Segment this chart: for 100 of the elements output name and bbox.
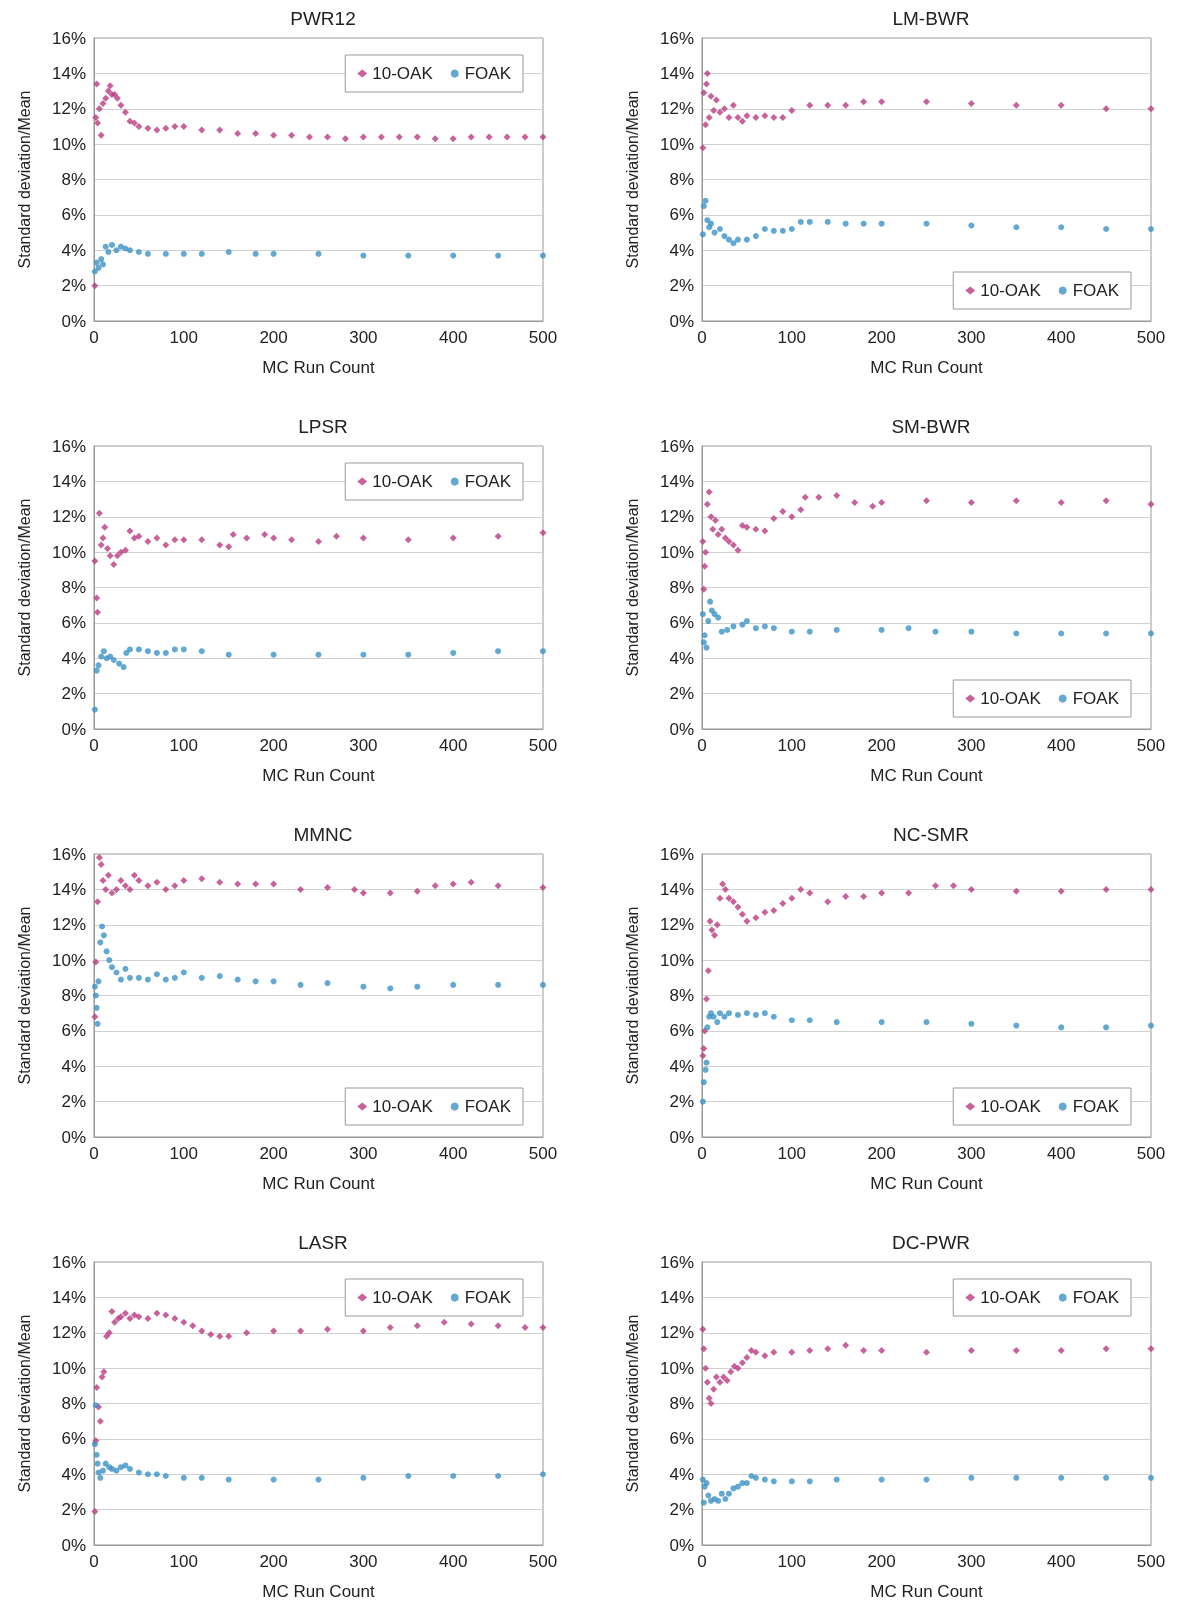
legend-label: FOAK xyxy=(1072,281,1120,300)
point xyxy=(1102,105,1110,113)
y-tick-label: 0% xyxy=(61,1535,86,1555)
y-tick-label: 2% xyxy=(669,1500,694,1520)
point xyxy=(126,974,133,981)
point xyxy=(743,523,751,531)
point xyxy=(761,527,769,535)
point xyxy=(135,877,143,885)
point xyxy=(216,1332,224,1340)
y-tick-label: 4% xyxy=(61,1056,86,1076)
point xyxy=(699,538,707,546)
point xyxy=(261,530,269,538)
x-tick-label: 300 xyxy=(349,1552,378,1571)
y-tick-label: 12% xyxy=(51,507,86,527)
point xyxy=(144,976,151,983)
point xyxy=(323,133,331,141)
point xyxy=(359,1327,367,1335)
point xyxy=(1148,630,1154,637)
point xyxy=(386,1323,394,1331)
point xyxy=(360,651,367,658)
point xyxy=(761,1476,768,1483)
point xyxy=(968,628,975,635)
point xyxy=(198,1474,205,1481)
point xyxy=(180,969,187,976)
point xyxy=(770,515,778,523)
point xyxy=(91,706,98,713)
point xyxy=(718,1490,725,1497)
point xyxy=(450,1473,457,1480)
point xyxy=(153,878,161,886)
y-tick-label: 8% xyxy=(669,1394,694,1413)
point xyxy=(144,1315,152,1323)
point xyxy=(716,108,724,116)
point xyxy=(94,608,102,616)
point xyxy=(270,534,278,542)
y-tick-label: 2% xyxy=(61,1092,86,1112)
point xyxy=(699,1325,707,1333)
point xyxy=(216,126,224,134)
y-tick-label: 0% xyxy=(669,719,694,739)
point xyxy=(743,1354,751,1362)
point xyxy=(540,252,546,259)
point xyxy=(106,957,113,964)
point xyxy=(1058,224,1065,231)
point xyxy=(1103,1024,1110,1031)
point xyxy=(1012,497,1020,505)
point xyxy=(116,660,123,667)
point xyxy=(788,628,795,635)
point xyxy=(521,133,529,141)
legend-label: FOAK xyxy=(464,64,512,83)
point xyxy=(180,536,188,544)
point xyxy=(967,1346,975,1354)
point xyxy=(450,252,457,259)
x-tick-label: 300 xyxy=(957,736,986,755)
point xyxy=(225,249,232,256)
y-tick-label: 4% xyxy=(669,1464,694,1484)
point xyxy=(102,243,109,250)
point xyxy=(788,894,796,902)
point xyxy=(98,1373,106,1381)
y-tick-label: 14% xyxy=(51,471,86,491)
point xyxy=(716,1010,723,1017)
point xyxy=(967,885,975,893)
point xyxy=(860,1346,868,1354)
point xyxy=(739,621,746,628)
point xyxy=(97,1474,104,1481)
x-tick-label: 300 xyxy=(957,328,986,347)
point xyxy=(198,250,205,257)
point xyxy=(108,241,115,248)
point xyxy=(153,534,161,542)
y-tick-label: 0% xyxy=(669,1127,694,1147)
point xyxy=(878,1476,885,1483)
point xyxy=(725,538,733,546)
point xyxy=(905,889,913,897)
y-tick-label: 8% xyxy=(669,578,694,597)
y-axis-title: Standard deviation/Mean xyxy=(623,906,641,1085)
point xyxy=(788,1017,795,1024)
point xyxy=(797,885,805,893)
point xyxy=(126,885,134,893)
point xyxy=(1013,1474,1020,1481)
point xyxy=(297,1327,305,1335)
y-tick-label: 10% xyxy=(659,1358,694,1378)
point xyxy=(709,525,717,533)
point xyxy=(1102,885,1110,893)
x-tick-label: 100 xyxy=(169,328,198,347)
point xyxy=(91,1507,99,1515)
point xyxy=(112,885,120,893)
point xyxy=(91,282,99,290)
point xyxy=(797,506,805,514)
x-tick-label: 300 xyxy=(349,1144,378,1163)
point xyxy=(153,1471,160,1478)
point xyxy=(860,98,868,106)
point xyxy=(779,507,787,515)
point xyxy=(252,130,260,138)
point xyxy=(198,974,205,981)
point xyxy=(102,94,110,102)
point xyxy=(135,646,142,653)
point xyxy=(92,114,100,122)
y-tick-label: 16% xyxy=(659,844,694,864)
point xyxy=(113,247,120,254)
point xyxy=(414,983,421,990)
y-tick-label: 14% xyxy=(659,63,694,83)
x-tick-label: 400 xyxy=(1047,1144,1076,1163)
